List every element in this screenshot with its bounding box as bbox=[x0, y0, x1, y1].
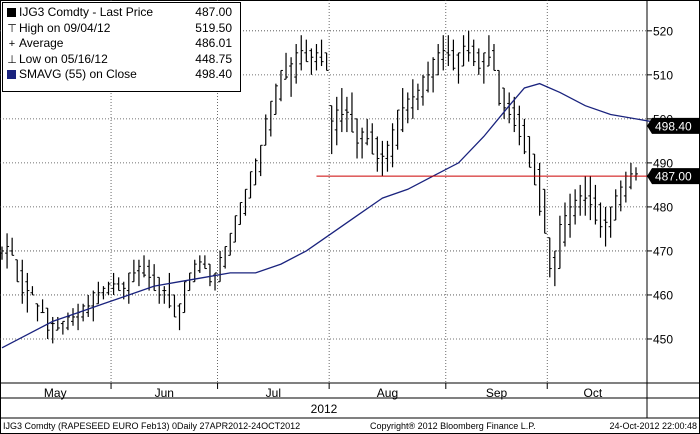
value-tag-label-0: 498.40 bbox=[655, 119, 692, 133]
x-tick-label-Jun: Jun bbox=[155, 386, 174, 400]
legend-ma-value: 498.40 bbox=[195, 67, 232, 81]
legend-high-label: High on 09/04/12 bbox=[19, 20, 111, 35]
y-tick-label-520: 520 bbox=[653, 24, 673, 38]
legend-ma-label: SMAVG (55) on Close bbox=[19, 67, 137, 81]
y-tick-label-450: 450 bbox=[653, 332, 673, 346]
moving-average-line bbox=[1, 82, 682, 349]
value-tag-box-0 bbox=[647, 117, 699, 134]
ohlc-bars bbox=[0, 30, 638, 344]
x-axis-year-label: 2012 bbox=[311, 402, 338, 416]
x-tick-label-Sep: Sep bbox=[486, 386, 508, 400]
y-tick-label-460: 460 bbox=[653, 288, 673, 302]
legend-last-value: 487.00 bbox=[195, 5, 232, 19]
legend-low-value: 448.75 bbox=[195, 51, 232, 66]
x-tick-label-May: May bbox=[44, 386, 67, 400]
y-tick-label-490: 490 bbox=[653, 156, 673, 170]
legend-field: Last Price bbox=[99, 5, 154, 19]
axes bbox=[0, 0, 700, 419]
value-tag-1: 487.00 bbox=[647, 168, 699, 185]
legend-high-value: 519.50 bbox=[195, 20, 232, 35]
y-tick-label-510: 510 bbox=[653, 68, 673, 82]
low-marker-icon: ⊥ bbox=[7, 53, 17, 66]
legend-ma-row: SMAVG (55) on Close 498.40 bbox=[7, 67, 236, 83]
legend-average-value: 486.01 bbox=[195, 36, 232, 50]
y-tick-label-470: 470 bbox=[653, 244, 673, 258]
x-tick-label-Oct: Oct bbox=[584, 386, 603, 400]
legend-high-row: ⊤ High on 09/04/12 519.50 bbox=[7, 21, 236, 37]
y-tick-label-480: 480 bbox=[653, 200, 673, 214]
month-ticks bbox=[110, 383, 548, 389]
y-axis-ticks: 450460470480490500510520 bbox=[647, 24, 673, 346]
value-tag-box-1 bbox=[647, 168, 699, 185]
value-tag-label-1: 487.00 bbox=[655, 170, 692, 184]
value-tags: 498.40 487.00 bbox=[647, 117, 699, 185]
legend-ticker: IJG3 Comdty bbox=[19, 5, 90, 19]
value-tag-0: 498.40 bbox=[647, 117, 699, 134]
footer-copyright: Copyright® 2012 Bloomberg Finance L.P. bbox=[370, 421, 536, 431]
legend-average-label: Average bbox=[19, 36, 64, 50]
chart-legend: IJG3 Comdty - Last Price 487.00 ⊤ High on… bbox=[2, 2, 241, 92]
x-tick-label-Aug: Aug bbox=[377, 386, 398, 400]
last-price-swatch bbox=[7, 8, 16, 17]
legend-average-row: + Average 486.01 bbox=[7, 36, 236, 52]
chart-footer: IJG3 Comdty (RAPESEED EURO Feb13) 0Daily… bbox=[0, 418, 700, 434]
footer-timestamp: 24-Oct-2012 22:00:48 bbox=[609, 421, 697, 431]
legend-low-row: ⊥ Low on 05/16/12 448.75 bbox=[7, 52, 236, 68]
moving-average-swatch bbox=[7, 70, 16, 79]
footer-security-info: IJG3 Comdty (RAPESEED EURO Feb13) 0Daily… bbox=[3, 421, 301, 431]
legend-low-label: Low on 05/16/12 bbox=[19, 51, 108, 66]
high-marker-icon: ⊤ bbox=[7, 22, 17, 35]
x-tick-label-Jul: Jul bbox=[266, 386, 281, 400]
x-axis-labels: May Jun Jul Aug Sep Oct bbox=[44, 386, 603, 400]
average-marker-icon: + bbox=[8, 38, 16, 50]
legend-title-row: IJG3 Comdty - Last Price 487.00 bbox=[7, 5, 236, 21]
